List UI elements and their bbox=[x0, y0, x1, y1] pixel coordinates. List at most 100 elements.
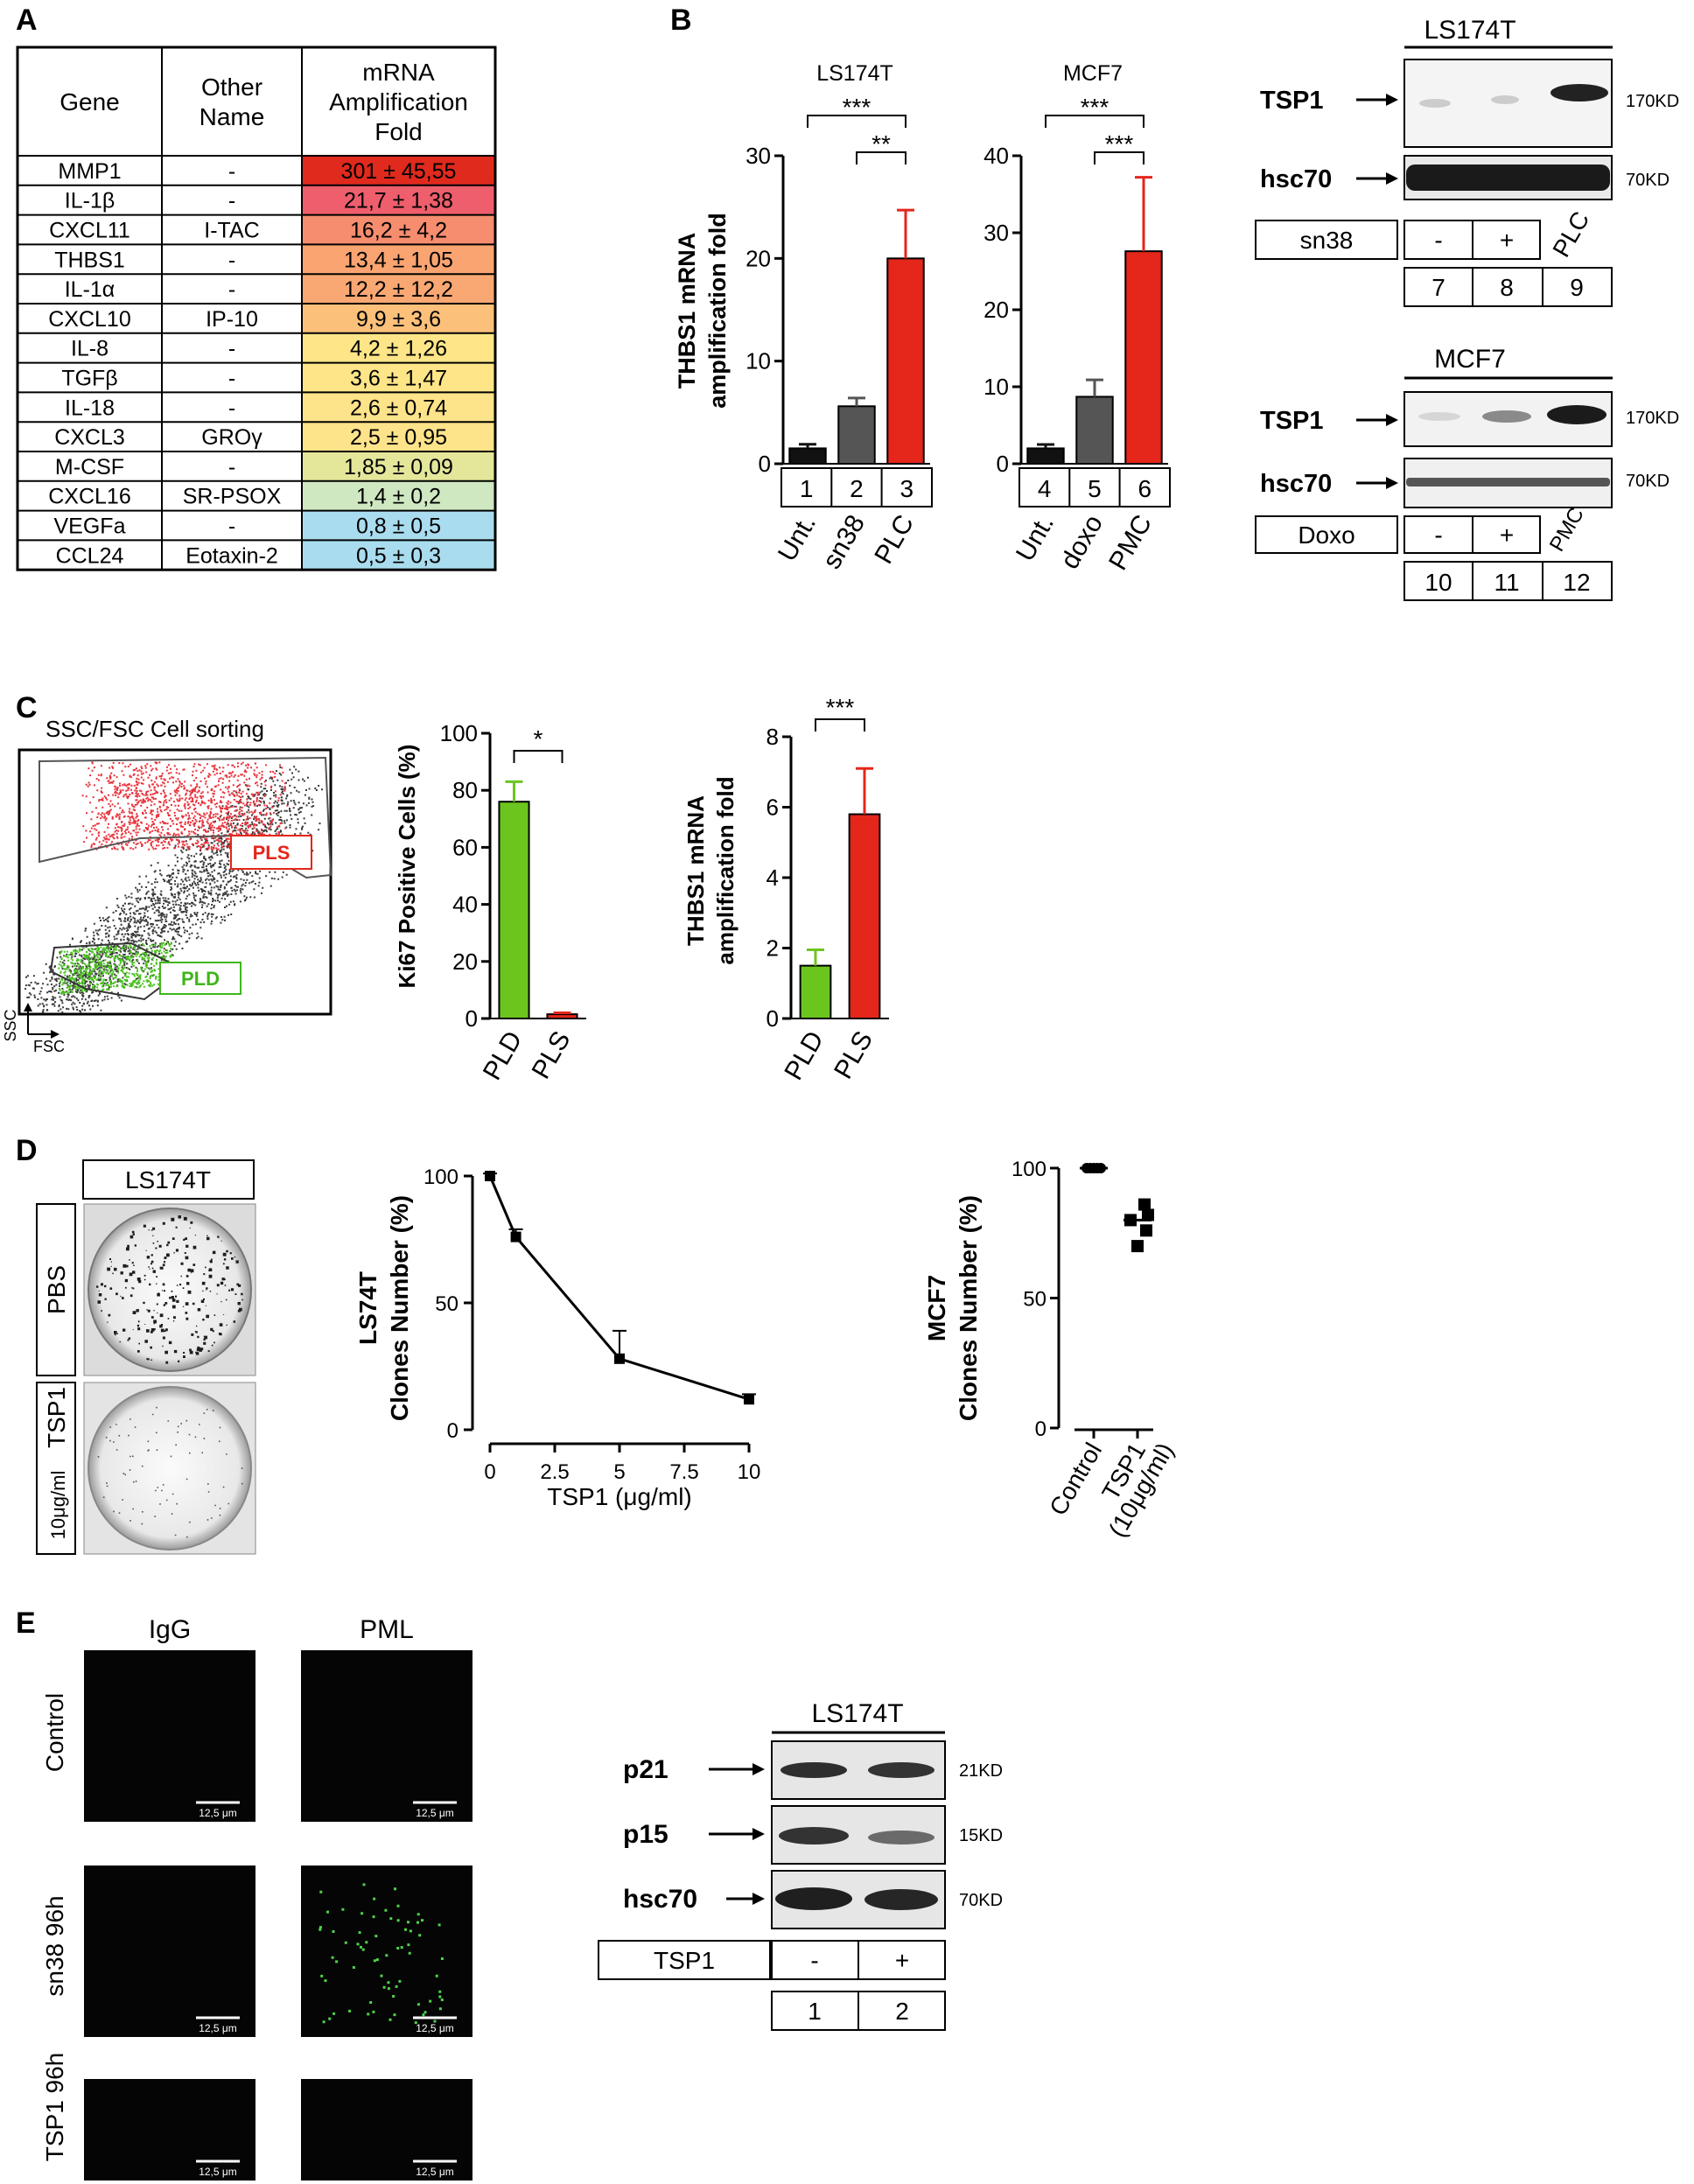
clonogenic-plates: LS174T PBS TSP1 10μg/ml bbox=[36, 1159, 256, 1555]
pld-gate bbox=[49, 942, 186, 1001]
col-igg: IgG bbox=[149, 1615, 191, 1644]
fold-cell-bg bbox=[302, 452, 495, 481]
fold-cell-bg bbox=[302, 214, 495, 245]
sig-bracket bbox=[1094, 151, 1144, 164]
other-name-cell: SR-PSOX bbox=[183, 485, 282, 509]
fold-cell: 12,2 ± 12,2 bbox=[344, 277, 453, 302]
x-tick-label: 10 bbox=[738, 1460, 761, 1484]
ssc-axis-label: SSC bbox=[2, 1009, 19, 1041]
fold-cell-bg bbox=[302, 304, 495, 333]
d-ylabel-2: Clones Number (%) bbox=[386, 1195, 413, 1421]
y-tick-label: 100 bbox=[1012, 1158, 1046, 1181]
y-tick-label: 50 bbox=[435, 1292, 458, 1316]
y-tick-label: 30 bbox=[746, 143, 771, 169]
fold-cell: 0,5 ± 0,3 bbox=[356, 543, 441, 568]
sig-bracket bbox=[807, 115, 906, 128]
wb2-lane-pmc: PMC bbox=[1545, 503, 1589, 556]
d2-ylabel-1: MCF7 bbox=[923, 1275, 950, 1341]
y-tick-label: 20 bbox=[746, 245, 771, 271]
y-tick-label: 80 bbox=[452, 777, 478, 803]
wb1-lane-num-9: 9 bbox=[1570, 274, 1584, 301]
x-tick-label: 5 bbox=[613, 1460, 625, 1484]
y-tick-label: 20 bbox=[452, 948, 478, 975]
micrograph bbox=[84, 1866, 256, 2037]
sig-label: *** bbox=[843, 94, 872, 121]
table-header: Name bbox=[200, 103, 265, 130]
table-header: Gene bbox=[60, 88, 120, 116]
wb-mcf7-title: MCF7 bbox=[1434, 345, 1506, 374]
fold-cell-bg bbox=[302, 422, 495, 452]
ki67-ylabel: Ki67 Positive Cells (%) bbox=[394, 745, 420, 989]
row-sn38: sn38 96h bbox=[41, 1895, 68, 1996]
tsp1-point bbox=[1138, 1198, 1151, 1211]
tsp1-point bbox=[1131, 1240, 1144, 1253]
x-tick-label: 0 bbox=[484, 1460, 495, 1484]
chart-title: LS174T bbox=[816, 61, 893, 86]
panel-label-d: D bbox=[16, 1134, 38, 1167]
x-tick-label: 2.5 bbox=[540, 1460, 569, 1484]
fold-cell: 1,4 ± 0,2 bbox=[356, 485, 441, 509]
tsp1-point bbox=[1142, 1208, 1154, 1222]
thbs1-pld-pls-bar-chart: 0 2 4 6 8 PLD PLS *** bbox=[766, 694, 889, 1085]
wb1-kd-70: 70KD bbox=[1626, 171, 1670, 190]
scale-bar-label: 12,5 μm bbox=[416, 2022, 454, 2034]
gene-cell: TGFβ bbox=[61, 367, 117, 391]
y-tick-label: 8 bbox=[766, 724, 779, 750]
fold-cell: 301 ± 45,55 bbox=[341, 159, 457, 184]
wb3-lane-plus: + bbox=[895, 1947, 909, 1974]
wb3-p21: p21 bbox=[623, 1755, 668, 1784]
fold-cell: 1,85 ± 0,09 bbox=[344, 455, 453, 480]
y-tick-label: 40 bbox=[984, 143, 1009, 169]
tsp1-band-plc bbox=[1550, 84, 1608, 102]
other-name-cell: Eotaxin-2 bbox=[186, 543, 278, 568]
wb2-lane-num-11: 11 bbox=[1494, 569, 1519, 596]
d-ylabel-1: LS74T bbox=[354, 1271, 382, 1345]
tsp1-band-pmc bbox=[1547, 405, 1606, 424]
row-control: Control bbox=[41, 1693, 68, 1772]
wb2-lane-num-12: 12 bbox=[1563, 569, 1590, 596]
y-tick-label: 100 bbox=[424, 1166, 458, 1189]
y-tick-label: 50 bbox=[1023, 1288, 1046, 1312]
fold-cell-bg bbox=[302, 244, 495, 275]
panel-label-e: E bbox=[16, 1606, 36, 1640]
wb2-lane-num-10: 10 bbox=[1424, 569, 1452, 596]
other-name-cell: - bbox=[228, 396, 235, 420]
wb1-lane-plc: PLC bbox=[1547, 206, 1594, 262]
other-name-cell: - bbox=[228, 514, 235, 539]
micrograph bbox=[301, 1866, 472, 2037]
x-category-label: PLS bbox=[527, 1026, 577, 1084]
col-pml: PML bbox=[360, 1615, 414, 1644]
fold-cell-bg bbox=[302, 392, 495, 423]
wb1-lane-plus: + bbox=[1500, 227, 1514, 254]
fold-cell-bg bbox=[302, 540, 495, 570]
x-category-label: PLC bbox=[869, 510, 920, 569]
x-category-label: doxo bbox=[1055, 510, 1109, 574]
wb1-treatment: sn38 bbox=[1300, 227, 1354, 254]
other-name-cell: - bbox=[228, 248, 235, 272]
lane-number: 3 bbox=[900, 475, 914, 502]
fold-cell: 0,8 ± 0,5 bbox=[356, 514, 441, 539]
micrograph-tiles: 12,5 μm 12,5 μm 12,5 μm 12,5 μm 12,5 μm 12,5 … bbox=[84, 1650, 472, 2180]
wb3-treatment: TSP1 bbox=[654, 1947, 715, 1974]
other-name-cell: - bbox=[228, 455, 235, 480]
flow-scatter-dots bbox=[24, 761, 323, 1013]
bar-sn38 bbox=[837, 405, 876, 465]
y-tick-label: 2 bbox=[766, 935, 779, 962]
other-name-cell: - bbox=[228, 189, 235, 214]
pld-gate-label: PLD bbox=[181, 968, 220, 990]
wb2-lane-minus: - bbox=[1434, 522, 1442, 549]
pls-events bbox=[81, 761, 289, 850]
fold-cell: 2,6 ± 0,74 bbox=[350, 396, 447, 420]
y-tick-label: 10 bbox=[746, 348, 771, 374]
wb3-hsc70: hsc70 bbox=[623, 1885, 697, 1914]
gene-cell: CXCL3 bbox=[54, 425, 125, 450]
panel-label-a: A bbox=[16, 4, 38, 37]
gene-cell: THBS1 bbox=[54, 248, 125, 272]
x-category-label: Unt. bbox=[1011, 510, 1060, 566]
y-tick-label: 0 bbox=[997, 451, 1009, 477]
wb3-p15: p15 bbox=[623, 1820, 668, 1849]
x-category-label: PLD bbox=[478, 1026, 528, 1085]
